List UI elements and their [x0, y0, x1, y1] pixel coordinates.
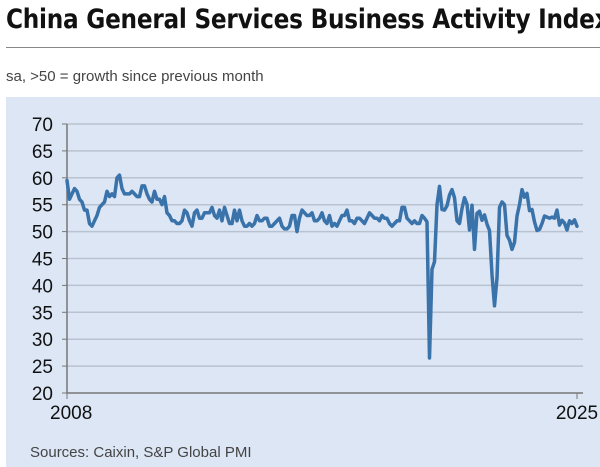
y-tick-label: 55 [32, 196, 53, 217]
chart-panel: 20 25 30 35 40 45 50 55 60 65 70 2008 2025 [6, 97, 600, 467]
chart-subtitle: sa, >50 = growth since previous month [6, 68, 264, 85]
y-tick-label: 45 [32, 250, 53, 271]
y-tick-label: 65 [32, 142, 53, 163]
y-tick-label: 60 [32, 169, 53, 190]
y-tick-label: 25 [32, 357, 53, 378]
x-tick-label: 2025 [556, 403, 598, 424]
y-tick-label: 30 [32, 330, 53, 351]
y-tick-label: 20 [32, 384, 53, 405]
y-tick-label: 40 [32, 276, 53, 297]
series-line [65, 173, 579, 360]
x-tick-label: 2008 [50, 403, 92, 424]
y-tick-label: 35 [32, 303, 53, 324]
y-tick-label: 50 [32, 223, 53, 244]
sources-note: Sources: Caixin, S&P Global PMI [30, 444, 252, 461]
title-divider [6, 47, 600, 48]
chart-title: China General Services Business Activity… [6, 4, 600, 35]
y-tick-label: 70 [32, 115, 53, 136]
